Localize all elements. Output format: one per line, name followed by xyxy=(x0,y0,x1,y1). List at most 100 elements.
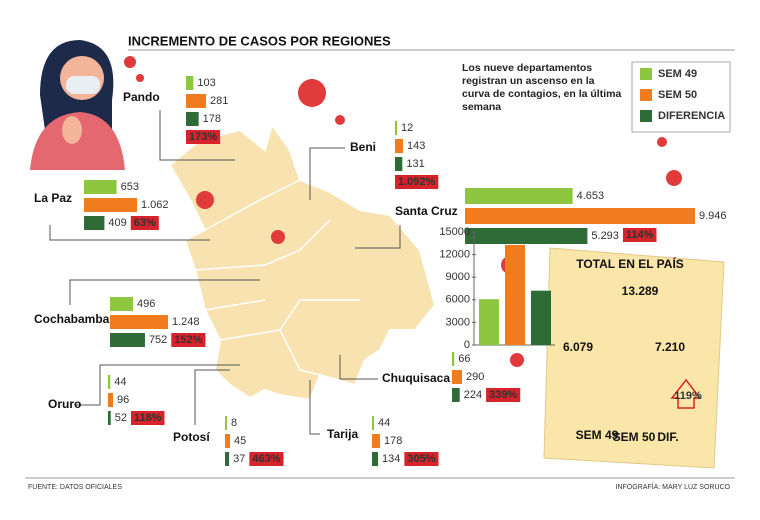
change-badge xyxy=(186,130,221,144)
value-label: 45 xyxy=(234,435,246,447)
change-badge xyxy=(130,411,165,425)
bar xyxy=(395,157,403,171)
value-label: 653 xyxy=(121,181,139,193)
change-label: 114% xyxy=(626,229,654,241)
value-label: 44 xyxy=(114,376,126,388)
value-label: 281 xyxy=(210,95,228,107)
bar xyxy=(84,198,137,212)
legend-label: DIFERENCIA xyxy=(658,110,725,122)
bar xyxy=(372,434,380,448)
value-label: 66 xyxy=(458,353,470,365)
bar xyxy=(110,315,168,329)
change-badge xyxy=(404,452,439,466)
legend-label: SEM 50 xyxy=(658,89,697,101)
bar xyxy=(395,121,397,135)
bar xyxy=(84,216,105,230)
change-badge xyxy=(130,216,159,230)
value-label: 131 xyxy=(406,158,424,170)
value-label: 134 xyxy=(382,453,400,465)
bar xyxy=(465,188,573,204)
value-label: 752 xyxy=(149,334,167,346)
bar xyxy=(186,94,206,108)
y-tick-label: 12000 xyxy=(439,249,470,261)
bar xyxy=(108,393,113,407)
bar xyxy=(372,416,374,430)
bar xyxy=(225,416,227,430)
region-name: Beni xyxy=(350,140,376,154)
y-tick-label: 9000 xyxy=(446,271,470,283)
y-tick-label: 6000 xyxy=(446,294,470,306)
region-name: Santa Cruz xyxy=(395,204,458,218)
legend-box xyxy=(631,61,731,133)
region-name: La Paz xyxy=(34,191,72,205)
change-badge xyxy=(171,333,206,347)
bar xyxy=(108,411,111,425)
total-bar xyxy=(531,290,551,345)
bar xyxy=(372,452,379,466)
value-label: 9.946 xyxy=(699,210,727,222)
total-bar xyxy=(505,244,525,345)
legend-swatch xyxy=(640,110,652,122)
bar xyxy=(186,76,194,90)
region-name: Chuquisaca xyxy=(382,371,450,385)
change-label: 305% xyxy=(407,453,435,465)
total-bar xyxy=(479,299,499,345)
leader-lines xyxy=(49,110,401,435)
bar xyxy=(110,297,134,311)
bar xyxy=(84,180,117,194)
value-label: 8 xyxy=(231,417,237,429)
bar xyxy=(452,352,455,366)
y-tick-label: 15000 xyxy=(439,226,470,238)
bar xyxy=(225,434,230,448)
value-label: 1.248 xyxy=(172,316,200,328)
value-label: 290 xyxy=(466,371,484,383)
total-category: DIF. xyxy=(657,430,678,444)
total-card xyxy=(543,247,725,469)
value-label: 496 xyxy=(137,298,155,310)
title: INCREMENTO DE CASOS POR REGIONES xyxy=(128,33,391,48)
change-label: 463% xyxy=(252,453,280,465)
change-label: 152% xyxy=(174,334,202,346)
change-label: 173% xyxy=(189,131,217,143)
value-label: 44 xyxy=(378,417,390,429)
intro: Los nueve departamentos registran un asc… xyxy=(462,62,622,113)
legend-swatch xyxy=(640,68,652,80)
value-label: 52 xyxy=(115,412,127,424)
bar xyxy=(465,228,588,244)
map-borders xyxy=(194,179,360,376)
total-value: 7.210 xyxy=(655,340,685,354)
credit: INFOGRAFÍA: MARY LUZ SORUCO xyxy=(616,482,731,491)
region-name: Cochabamba xyxy=(34,312,110,326)
region-name: Pando xyxy=(123,90,160,104)
value-label: 12 xyxy=(401,122,413,134)
value-label: 103 xyxy=(197,77,215,89)
bar xyxy=(110,333,145,347)
region-name: Potosí xyxy=(173,430,210,444)
total-value: 6.079 xyxy=(563,340,593,354)
up-arrow xyxy=(670,378,702,409)
change-badge xyxy=(486,388,521,402)
bar xyxy=(108,375,111,389)
woman-illustration xyxy=(30,40,125,170)
value-label: 37 xyxy=(233,453,245,465)
bar xyxy=(452,370,462,384)
total-change: 119% xyxy=(674,390,702,402)
region-name: Oruro xyxy=(48,397,81,411)
value-label: 96 xyxy=(117,394,129,406)
value-label: 224 xyxy=(464,389,482,401)
legend-label: SEM 49 xyxy=(658,68,697,80)
total-category: SEM 49 xyxy=(576,428,619,442)
value-label: 409 xyxy=(108,217,126,229)
value-label: 143 xyxy=(407,140,425,152)
total-title: TOTAL EN EL PAÍS xyxy=(576,256,684,271)
total-category: SEM 50 xyxy=(613,430,656,444)
value-label: 5.293 xyxy=(591,230,619,242)
region-name: Tarija xyxy=(327,427,358,441)
change-badge xyxy=(395,175,439,189)
change-label: 339% xyxy=(489,389,517,401)
legend-swatch xyxy=(640,89,652,101)
bar xyxy=(225,452,230,466)
change-label: 63% xyxy=(134,217,156,229)
